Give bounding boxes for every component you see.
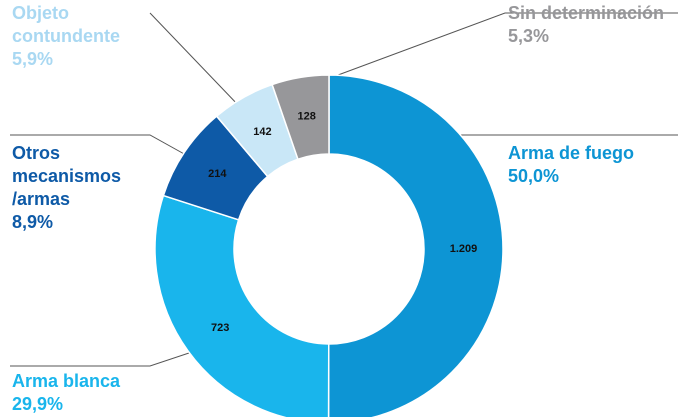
percentage-label: 8,9% [12,212,54,232]
category-label: Sin determinación 5,3% [508,2,678,48]
category-name: Otros mecanismos /armas [12,143,122,209]
data-label: 128 [298,110,316,122]
category-name: Objeto contundente [12,3,120,46]
category-name: Arma de fuego [508,143,635,163]
data-label: 723 [211,322,229,334]
category-label: Objeto contundente 5,9% [12,2,144,71]
slice [327,74,504,417]
percentage-label: 29,9% [12,394,64,414]
percentage-label: 5,3% [508,26,550,46]
category-name: Arma blanca [12,371,121,391]
data-label: 214 [208,168,227,180]
percentage-label: 50,0% [508,166,560,186]
leader-line [329,12,678,79]
data-label: 1.209 [450,243,478,255]
category-name: Sin determinación [508,3,665,23]
percentage-label: 5,9% [12,49,54,69]
slice [271,74,330,161]
leader-line [149,12,241,108]
category-label: Arma blanca 29,9% [12,370,144,416]
data-label: 142 [253,126,271,138]
category-label: Otros mecanismos /armas 8,9% [12,142,144,234]
leader-line [10,134,196,161]
category-label: Arma de fuego 50,0% [508,142,640,188]
slice [154,194,330,417]
